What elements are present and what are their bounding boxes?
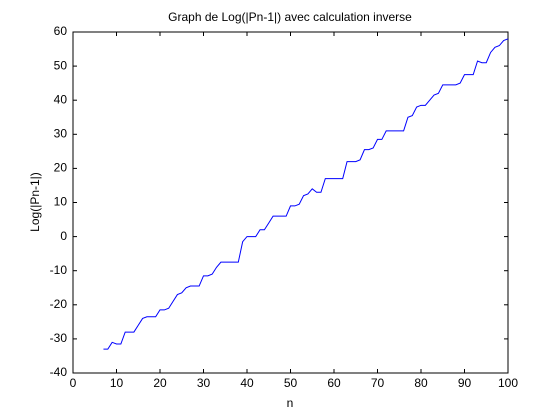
data-line	[103, 38, 509, 350]
y-tick-label: -30	[50, 331, 68, 345]
y-tick-label: -40	[50, 365, 68, 379]
x-axis-label: n	[287, 396, 294, 410]
y-tick-label: 0	[60, 229, 67, 243]
y-tick-label: 50	[54, 58, 68, 72]
x-tick-label: 60	[327, 376, 341, 390]
x-tick-label: 10	[110, 376, 124, 390]
y-tick-label: 20	[54, 161, 68, 175]
x-tick-label: 40	[240, 376, 254, 390]
y-tick-label: -20	[50, 297, 68, 311]
x-tick-label: 0	[70, 376, 77, 390]
y-tick-label: 10	[54, 195, 68, 209]
x-tick-label: 70	[371, 376, 385, 390]
x-tick-label: 80	[414, 376, 428, 390]
y-tick-label: 30	[54, 126, 68, 140]
y-tick-label: 40	[54, 92, 68, 106]
plot-area	[72, 31, 509, 374]
y-axis-label: Log(|Pn-1|)	[28, 172, 42, 232]
x-tick-label: 20	[153, 376, 167, 390]
x-tick-label: 50	[284, 376, 298, 390]
y-tick-label: -10	[50, 263, 68, 277]
chart-title: Graph de Log(|Pn-1|) avec calculation in…	[168, 10, 412, 24]
y-tick-label: 60	[54, 24, 68, 38]
x-tick-label: 100	[498, 376, 518, 390]
x-tick-label: 30	[197, 376, 211, 390]
x-tick-label: 90	[458, 376, 472, 390]
